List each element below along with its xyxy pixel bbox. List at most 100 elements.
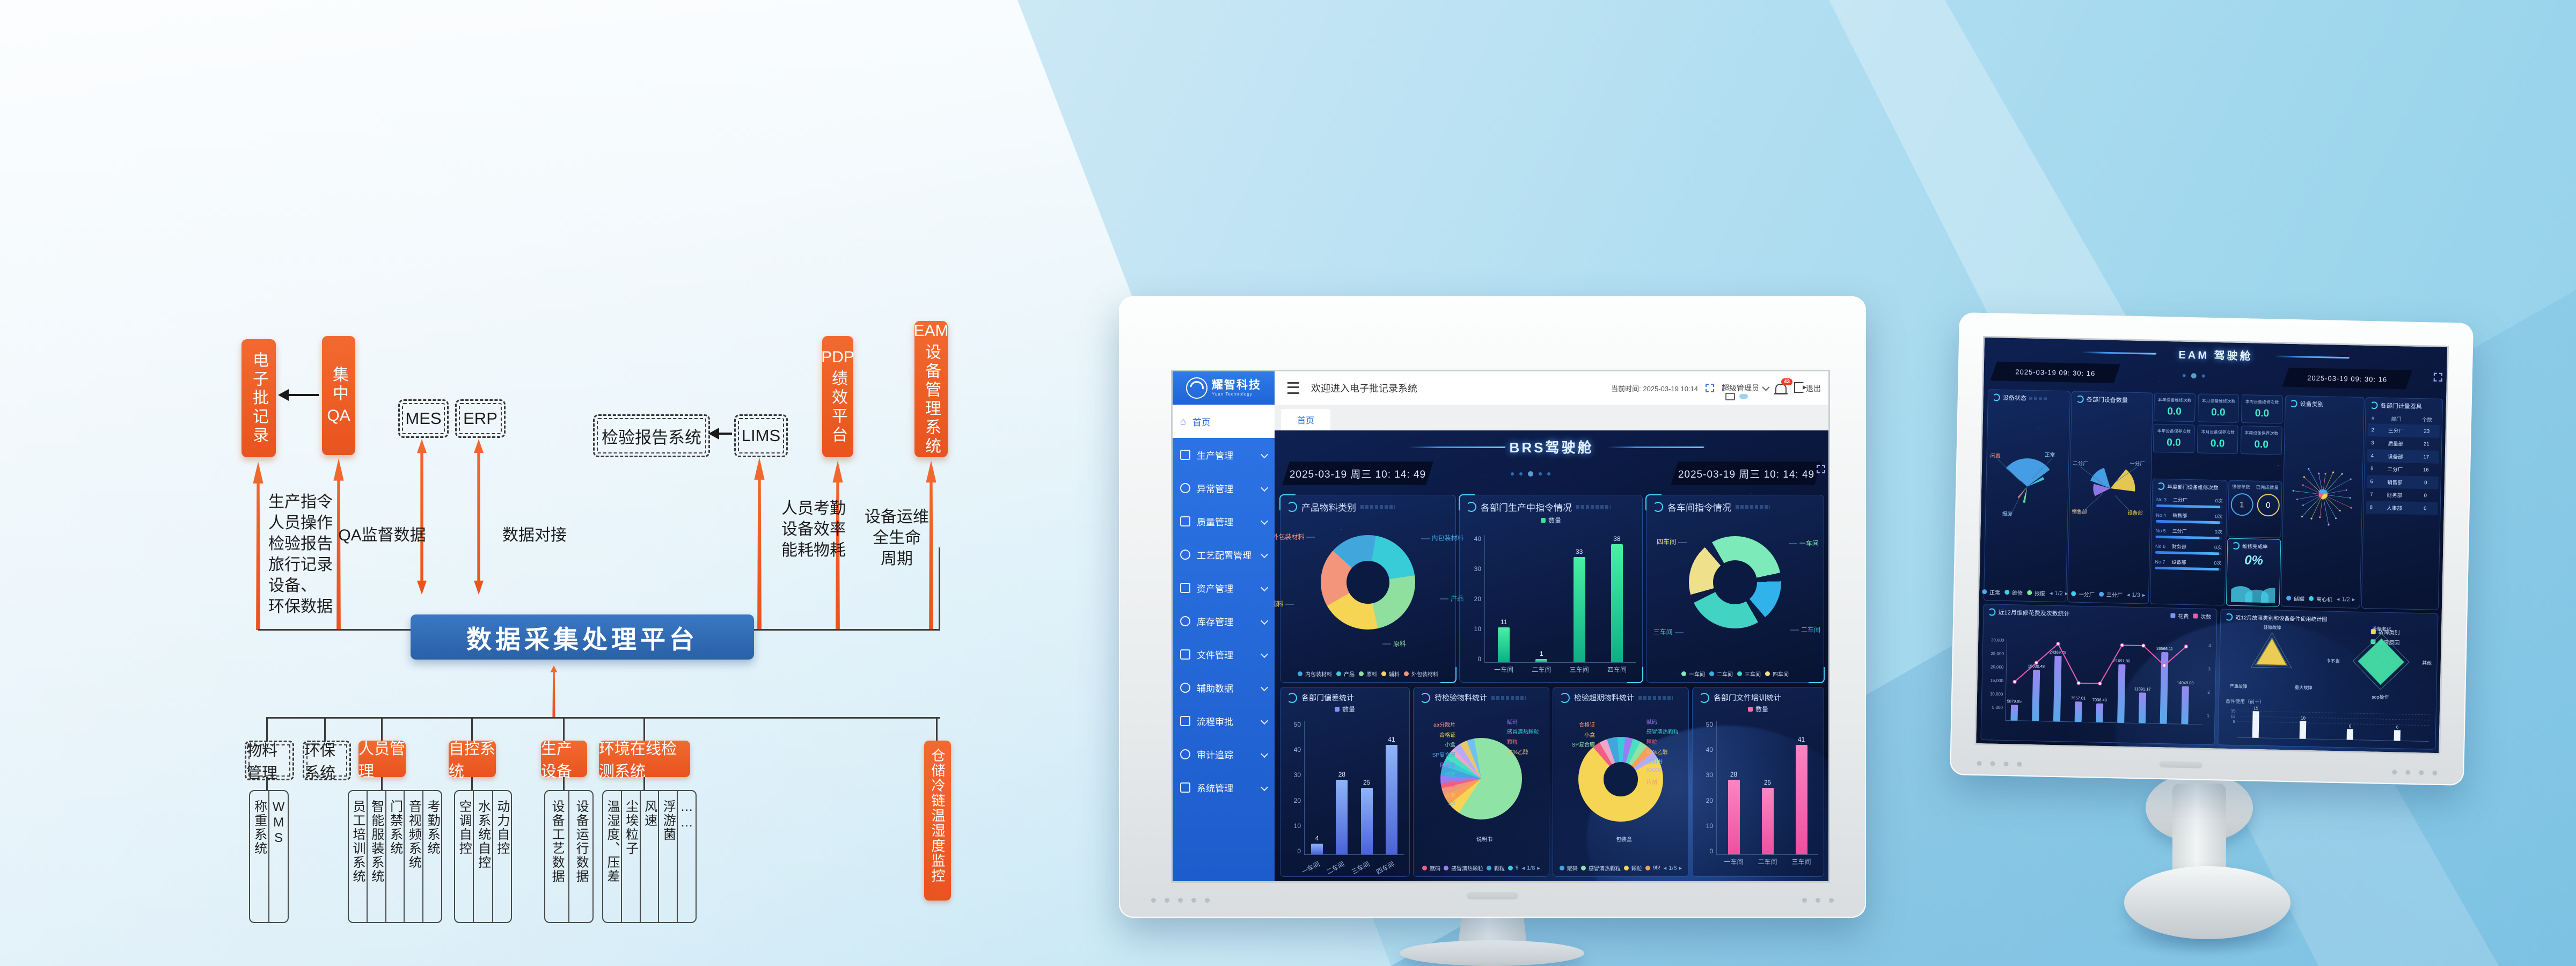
callout-label: 赋码 <box>1506 719 1518 726</box>
node-central-qa: 集中 QA <box>322 336 355 455</box>
x-label: 四车间 <box>1607 666 1627 674</box>
pager-prev-icon[interactable]: ◂ <box>2336 596 2340 603</box>
node-automation-system: 自控系统 <box>449 741 496 780</box>
tab-home[interactable]: 首页 <box>1281 409 1330 430</box>
bezel-buttons[interactable] <box>2392 770 2438 775</box>
dashboard-title: BRS驾驶舱 <box>1509 440 1594 456</box>
monitor-large: 耀智科技 Yuan Technology 欢迎进入电子批记录系统 当前时间: 20… <box>1119 296 1866 918</box>
logout-button[interactable]: 退出 <box>1794 382 1821 394</box>
flow-label-line: 检验报告 <box>268 535 333 553</box>
app-topbar: 耀智科技 Yuan Technology 欢迎进入电子批记录系统 当前时间: 20… <box>1173 371 1828 405</box>
sidebar-item-1[interactable]: 生产管理 <box>1173 438 1275 471</box>
svg-text:25,000: 25,000 <box>1990 651 2004 656</box>
pie-icon <box>2076 395 2084 403</box>
subsystem-label: 设备运行数据 <box>574 800 589 883</box>
pie-icon <box>1560 692 1570 703</box>
fullscreen-icon[interactable] <box>1817 465 1825 473</box>
pager-prev-icon[interactable]: ◂ <box>2126 591 2130 598</box>
repair-value: 0次 <box>2215 514 2223 519</box>
pager-next-icon[interactable]: ▸ <box>1679 865 1682 872</box>
sidebar-item-label: 首页 <box>1192 417 1211 428</box>
bezel-buttons[interactable] <box>1802 898 1834 903</box>
menu-icon <box>1180 682 1190 693</box>
kpi-tile: 本年设备维修次数 0.0 <box>2153 392 2196 422</box>
panel-measuring-devices: 各部门计量器具 # 部门 个数 2 三分厂 23 3 质量部 21 4 设备部 17 5 二分厂 16 6 销售… <box>2361 397 2443 610</box>
subsystem-label: 设备工艺数据 <box>550 800 565 883</box>
pager-next-icon[interactable]: ▸ <box>2352 596 2355 603</box>
node-material-mgmt: 物料管理 <box>245 741 294 780</box>
repair-row: No 4 销售部 0次 <box>2152 509 2226 520</box>
y-tick: 30 <box>1706 771 1713 779</box>
bezel-buttons[interactable] <box>1151 898 1210 903</box>
cloud-icon[interactable] <box>1739 394 1748 399</box>
y-tick: 30 <box>1474 565 1481 573</box>
kpi-tile: 本周设备保养次数 0.0 <box>2241 426 2282 455</box>
pager-label: 1/2 <box>2054 590 2063 597</box>
line-icon <box>1287 692 1297 703</box>
legend-dot <box>2098 591 2104 597</box>
repairs-list: No 3 二分厂 0次 No 4 销售部 0次 No 5 三分厂 0次 No 6 财务部 0次 No 7… <box>2151 493 2227 571</box>
svg-text:21691.86: 21691.86 <box>2113 658 2131 664</box>
combo-chart: 30,000 25,000 20,000 15,000 10,000 5,000 4 3 2 1 5… <box>1984 621 2214 742</box>
spare-parts-chart: 15 12 9 15 10 6 6 <box>2221 704 2432 745</box>
subsystem-label: …… <box>679 800 694 831</box>
bar <box>1385 744 1397 854</box>
sidebar-item-5[interactable]: 资产管理 <box>1173 571 1275 604</box>
table-cell: 17 <box>2423 453 2429 460</box>
svg-text:设备老化: 设备老化 <box>2372 626 2391 632</box>
monitor-brand <box>1467 892 1518 899</box>
subsystem-label: 音视频系统 <box>406 800 421 869</box>
display-icon[interactable] <box>1725 393 1735 400</box>
list-icon <box>2157 482 2165 491</box>
sidebar-item-11[interactable]: 系统管理 <box>1173 771 1275 804</box>
fullscreen-icon[interactable] <box>1706 384 1714 392</box>
pager-next-icon[interactable]: ▸ <box>2142 592 2146 599</box>
sidebar-item-10[interactable]: 审计追踪 <box>1173 737 1275 771</box>
bar <box>1795 744 1807 854</box>
pager-prev-icon[interactable]: ◂ <box>1521 865 1525 872</box>
kpi-value: 0.0 <box>2211 406 2226 419</box>
menu-toggle-icon[interactable] <box>1287 382 1299 394</box>
pager-prev-icon[interactable]: ◂ <box>1663 865 1667 872</box>
user-menu[interactable]: 超级管理员 <box>1722 383 1770 393</box>
chevron-down-icon <box>1260 683 1269 692</box>
x-label: 二车间 <box>1325 860 1346 876</box>
y-tick: 40 <box>1706 746 1713 754</box>
sidebar-item-6[interactable]: 库存管理 <box>1173 604 1275 638</box>
fullscreen-icon[interactable] <box>2433 372 2442 382</box>
plot-area: 11 一车间 1 二车间 33 三车间 38 四车间 <box>1484 535 1636 674</box>
monitor-large-screen: 耀智科技 Yuan Technology 欢迎进入电子批记录系统 当前时间: 20… <box>1173 371 1828 881</box>
chart-legend: 数量 <box>1280 705 1409 714</box>
data-table: # 部门 个数 2 三分厂 23 3 质量部 21 4 设备部 17 5 二分厂 16 6 销售部 0 7 财务部 0 8… <box>2366 413 2440 515</box>
legend-dot <box>1336 671 1341 676</box>
sidebar-item-0[interactable]: ⌂ 首页 <box>1173 405 1275 438</box>
pager-next-icon[interactable]: ▸ <box>1537 865 1540 872</box>
connector-line <box>471 777 473 791</box>
sidebar-item-2[interactable]: 异常管理 <box>1173 471 1275 504</box>
legend-pager: ◂ 1/2 ▸ <box>2337 596 2355 603</box>
legend-label: 储罐 <box>2293 596 2304 603</box>
chart-legend: 储罐 离心机 ◂ 1/2 ▸ <box>2281 594 2360 604</box>
bar-value: 28 <box>1338 770 1346 778</box>
subsystem-label: 温湿度、压差 <box>604 800 619 883</box>
table-header-cell: 部门 <box>2391 416 2402 423</box>
x-label: 四车间 <box>1375 860 1396 876</box>
sidebar-item-7[interactable]: 文件管理 <box>1173 638 1275 671</box>
flow-label-line: 设备运维 <box>865 508 929 526</box>
label-production-data: 生产指令 人员操作 检验报告 旅行记录 设备、 环保数据 <box>268 492 381 617</box>
callout-label: 三车间 <box>1653 627 1686 636</box>
sidebar-item-3[interactable]: 质量管理 <box>1173 504 1275 538</box>
svg-text:闲置: 闲置 <box>1990 453 2001 459</box>
sidebar-item-8[interactable]: 辅助数据 <box>1173 671 1275 704</box>
sidebar-item-9[interactable]: 流程审批 <box>1173 704 1275 737</box>
repair-dept: 三分厂 <box>2172 528 2187 535</box>
svg-text:19030.48: 19030.48 <box>2028 664 2045 669</box>
pager-prev-icon[interactable]: ◂ <box>2049 590 2053 597</box>
bar <box>1311 844 1323 854</box>
sidebar-item-4[interactable]: 工艺配置管理 <box>1173 538 1275 571</box>
chart-area: 外包装材料内包装材料辅料产品原料 <box>1275 521 1464 650</box>
pager-label: 1/3 <box>2132 591 2140 598</box>
bell-icon[interactable]: 43 <box>1774 378 1793 394</box>
node-production-equipment: 生产设备 <box>541 741 587 780</box>
bezel-buttons[interactable] <box>1977 760 2022 767</box>
